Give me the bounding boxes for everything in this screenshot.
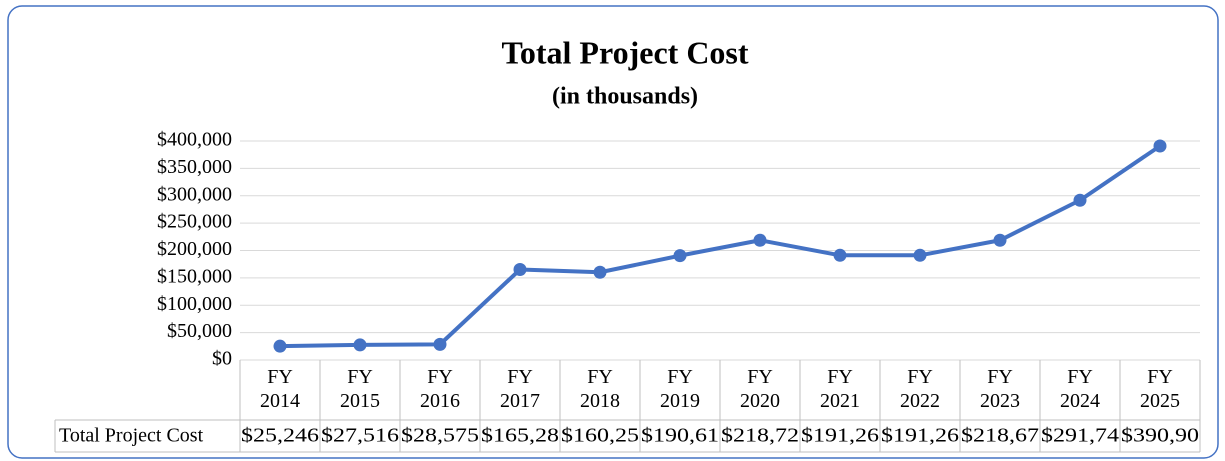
point: [433, 337, 447, 351]
y-tick-label: $200,000: [157, 238, 232, 260]
data-label: $218,72: [721, 425, 799, 447]
x-tick-label: FY 2023: [980, 366, 1020, 412]
point: [513, 263, 527, 277]
point: [833, 248, 847, 262]
x-tick-label: FY 2015: [340, 366, 380, 412]
line: [279, 144, 1162, 349]
data-label: $27,516: [321, 425, 399, 447]
x-tick-label: FY 2017: [500, 366, 540, 412]
point: [993, 233, 1007, 247]
point: [273, 339, 287, 353]
x-tick-label: FY 2022: [900, 366, 940, 412]
x-tick-label: FY 2021: [820, 366, 860, 412]
data-label: $390,90: [1121, 425, 1199, 447]
data-label: $25,246: [241, 425, 319, 447]
point: [353, 338, 367, 352]
point: [593, 265, 607, 279]
data-label: $191,26: [881, 425, 959, 447]
data-label: $28,575: [401, 425, 479, 447]
data-label: $218,67: [961, 425, 1039, 447]
data-label: $165,28: [481, 425, 559, 447]
x-tick-label: FY 2014: [260, 366, 300, 412]
x-tick-label: FY 2019: [660, 366, 700, 412]
point: [753, 233, 767, 247]
x-tick-label: FY 2020: [740, 366, 780, 412]
data-label: $291,74: [1041, 425, 1119, 447]
x-tick-label: FY 2018: [580, 366, 620, 412]
y-tick-label: $350,000: [157, 156, 232, 178]
y-tick-label: $150,000: [157, 265, 232, 287]
point: [913, 248, 927, 262]
chart-title: Total Project Cost: [501, 34, 748, 70]
x-tick-label: FY 2024: [1060, 366, 1100, 412]
point: [1073, 193, 1087, 207]
data-label: $191,26: [801, 425, 879, 447]
y-tick-label: $250,000: [157, 211, 232, 233]
point: [1153, 139, 1167, 153]
chart-subtitle: (in thousands): [552, 84, 698, 110]
data-label: $190,61: [641, 425, 719, 447]
point: [673, 249, 687, 263]
x-tick-label: FY 2025: [1140, 366, 1180, 412]
data-label: $160,25: [561, 425, 639, 447]
y-tick-label: $50,000: [167, 320, 232, 342]
y-tick-label: $100,000: [157, 293, 232, 315]
legend-label: Total Project Cost: [59, 425, 204, 447]
x-tick-label: FY 2016: [420, 366, 460, 412]
y-tick-label: $300,000: [157, 183, 232, 205]
y-tick-label: $0: [212, 348, 232, 370]
y-tick-label: $400,000: [157, 129, 232, 151]
